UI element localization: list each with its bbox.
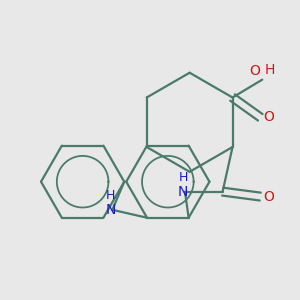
- Text: O: O: [263, 190, 274, 204]
- Text: H: H: [106, 189, 115, 202]
- Text: H: H: [264, 63, 274, 77]
- Text: H: H: [178, 171, 188, 184]
- Text: N: N: [105, 203, 116, 217]
- Text: O: O: [263, 110, 274, 124]
- Text: O: O: [249, 64, 260, 78]
- Text: N: N: [178, 184, 188, 199]
